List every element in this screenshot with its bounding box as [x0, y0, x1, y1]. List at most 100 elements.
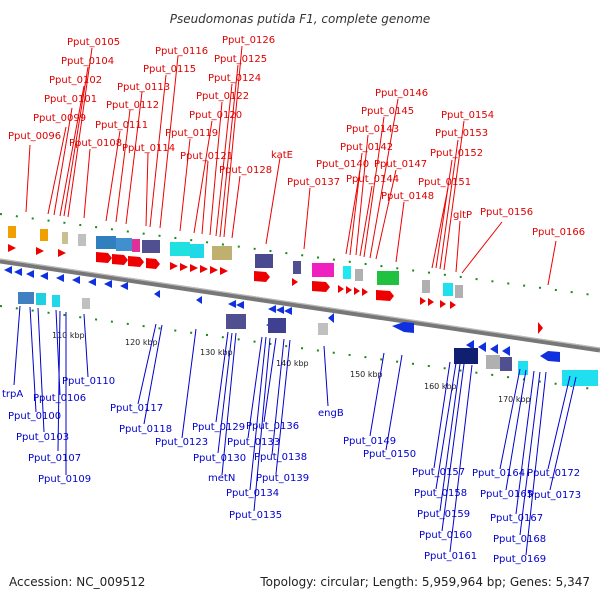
gene-label[interactable]: Pput_0111	[95, 120, 148, 131]
gene-label[interactable]: Pput_0110	[62, 376, 115, 387]
gene-label[interactable]: trpA	[2, 389, 23, 400]
gene-label[interactable]: Pput_0144	[346, 174, 399, 185]
gene-label[interactable]: Pput_0146	[375, 88, 428, 99]
gene-block	[486, 355, 500, 369]
reverse-gene-labels: trpA Pput_0100 Pput_0103 Pput_0106 Pput_…	[2, 376, 581, 565]
gene-label[interactable]: Pput_0150	[363, 449, 416, 460]
gene-block	[116, 238, 132, 251]
forward-arrows	[8, 244, 543, 334]
gene-label[interactable]: Pput_0148	[381, 191, 434, 202]
gene-label[interactable]: Pput_0139	[256, 473, 309, 484]
gene-block	[355, 269, 363, 281]
gene-block	[62, 232, 68, 244]
gene-label[interactable]: Pput_0102	[49, 75, 102, 86]
gene-label[interactable]: Pput_0135	[229, 510, 282, 521]
gene-label[interactable]: Pput_0168	[493, 534, 546, 545]
gene-label[interactable]: Pput_0118	[119, 424, 172, 435]
gene-label[interactable]: Pput_0120	[189, 110, 242, 121]
gene-label[interactable]: Pput_0122	[196, 91, 249, 102]
gene-label[interactable]: Pput_0164	[472, 468, 525, 479]
genome-backbone	[0, 258, 600, 353]
gene-block	[190, 244, 204, 258]
gene-block	[82, 298, 90, 309]
kbp-label: 140 kbp	[276, 359, 309, 368]
kbp-axis: 110 kbp 120 kbp 130 kbp 140 kbp 150 kbp …	[52, 331, 531, 404]
gene-label[interactable]: Pput_0105	[67, 37, 120, 48]
gene-label[interactable]: Pput_0156	[480, 207, 533, 218]
gene-label[interactable]: Pput_0140	[316, 159, 369, 170]
gene-label[interactable]: Pput_0121	[180, 151, 233, 162]
kbp-label: 160 kbp	[424, 382, 457, 391]
gene-label[interactable]: Pput_0158	[414, 488, 467, 499]
gene-label[interactable]: Pput_0126	[222, 35, 275, 46]
gene-label[interactable]: Pput_0149	[343, 436, 396, 447]
gene-label[interactable]: Pput_0167	[490, 513, 543, 524]
gene-label[interactable]: Pput_0125	[214, 54, 267, 65]
gene-label[interactable]: Pput_0137	[287, 177, 340, 188]
gene-label[interactable]: Pput_0123	[155, 437, 208, 448]
gene-label[interactable]: Pput_0166	[532, 227, 585, 238]
gene-label[interactable]: Pput_0142	[340, 142, 393, 153]
gene-label[interactable]: Pput_0113	[117, 82, 170, 93]
gene-label[interactable]: Pput_0115	[143, 64, 196, 75]
gene-label[interactable]: Pput_0161	[424, 551, 477, 562]
gene-label[interactable]: Pput_0136	[246, 421, 299, 432]
gene-label[interactable]: Pput_0154	[441, 110, 494, 121]
gene-label[interactable]: katE	[271, 150, 293, 161]
gene-block	[96, 236, 116, 249]
gene-label[interactable]: Pput_0106	[33, 393, 86, 404]
gene-label[interactable]: gltP	[453, 210, 472, 221]
gene-label[interactable]: Pput_0103	[16, 432, 69, 443]
gene-label[interactable]: Pput_0101	[44, 94, 97, 105]
gene-label[interactable]: Pput_0151	[418, 177, 471, 188]
gene-label[interactable]: Pput_0104	[61, 56, 114, 67]
gene-label[interactable]: Pput_0114	[122, 143, 175, 154]
gene-label[interactable]: Pput_0096	[8, 131, 61, 142]
gene-label[interactable]: Pput_0128	[219, 165, 272, 176]
gene-label[interactable]: Pput_0100	[8, 411, 61, 422]
gene-label[interactable]: Pput_0172	[527, 468, 580, 479]
forward-gene-labels: Pput_0096 Pput_0099 Pput_0101 Pput_0102 …	[8, 35, 585, 238]
gene-label[interactable]: Pput_0099	[33, 113, 86, 124]
gene-block	[422, 280, 430, 293]
gene-block	[226, 314, 246, 329]
gene-label[interactable]: Pput_0143	[346, 124, 399, 135]
gene-label[interactable]: metN	[208, 473, 235, 484]
gene-block	[318, 323, 328, 335]
gene-label[interactable]: Pput_0129	[192, 422, 245, 433]
gene-label[interactable]: engB	[318, 408, 344, 419]
map-title: Pseudomonas putida F1, complete genome	[170, 12, 431, 26]
gene-label[interactable]: Pput_0169	[493, 554, 546, 565]
gene-label[interactable]: Pput_0124	[208, 73, 261, 84]
gene-label[interactable]: Pput_0116	[155, 46, 208, 57]
gene-label[interactable]: Pput_0112	[106, 100, 159, 111]
gene-label[interactable]: Pput_0147	[374, 159, 427, 170]
gene-block	[255, 254, 273, 268]
gene-label[interactable]: Pput_0130	[193, 453, 246, 464]
upper-tick-line	[0, 213, 600, 297]
gene-block	[8, 226, 16, 238]
gene-block	[343, 266, 351, 279]
gene-block	[443, 283, 453, 296]
lower-feature-track	[4, 266, 598, 386]
gene-label[interactable]: Pput_0157	[412, 467, 465, 478]
gene-label[interactable]: Pput_0117	[110, 403, 163, 414]
gene-label[interactable]: Pput_0160	[419, 530, 472, 541]
gene-label[interactable]: Pput_0133	[227, 437, 280, 448]
gene-label[interactable]: Pput_0119	[165, 128, 218, 139]
gene-label[interactable]: Pput_0153	[435, 128, 488, 139]
genome-info-text: Topology: circular; Length: 5,959,964 bp…	[259, 575, 590, 589]
gene-label[interactable]: Pput_0165	[480, 489, 533, 500]
kbp-label: 110 kbp	[52, 331, 85, 340]
gene-block	[518, 361, 528, 375]
gene-label[interactable]: Pput_0134	[226, 488, 279, 499]
gene-label[interactable]: Pput_0109	[38, 474, 91, 485]
gene-label[interactable]: Pput_0152	[430, 148, 483, 159]
gene-label[interactable]: Pput_0145	[361, 106, 414, 117]
gene-label[interactable]: Pput_0173	[528, 490, 581, 501]
gene-label[interactable]: Pput_0108	[69, 138, 122, 149]
gene-label[interactable]: Pput_0107	[28, 453, 81, 464]
gene-label[interactable]: Pput_0138	[254, 452, 307, 463]
gene-label[interactable]: Pput_0159	[417, 509, 470, 520]
